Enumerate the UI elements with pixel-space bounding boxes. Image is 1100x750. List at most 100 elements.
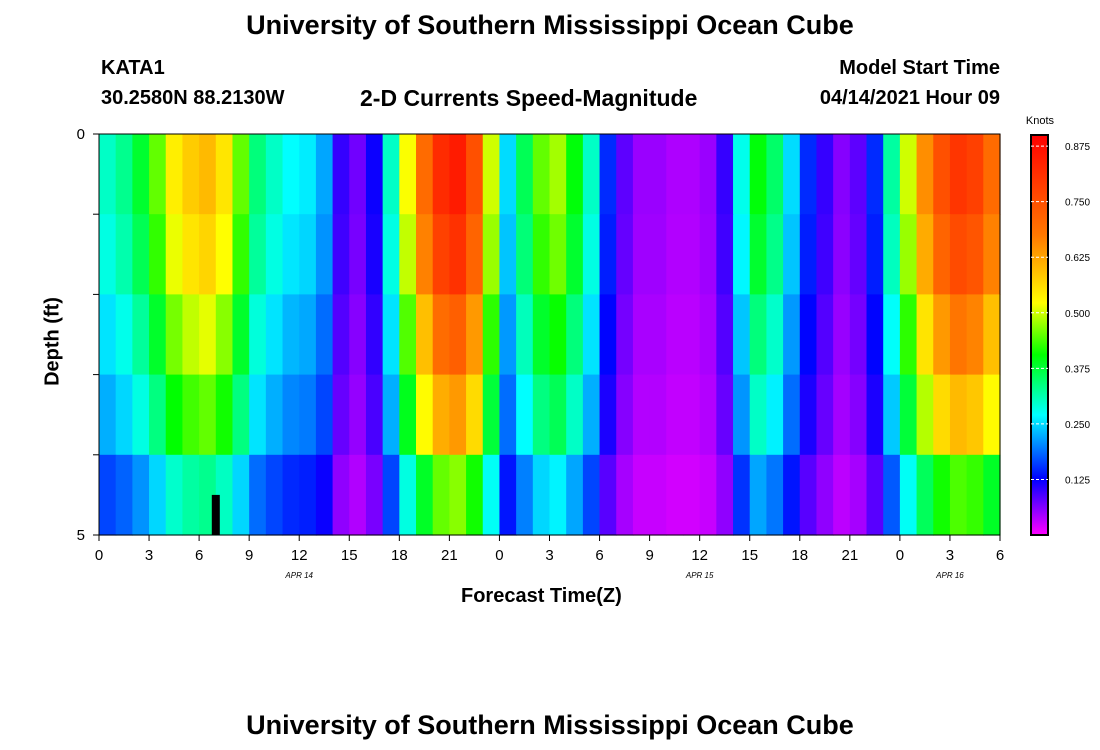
heatmap-cell: [632, 454, 651, 536]
x-tick-label: 9: [645, 547, 653, 564]
heatmap-cell: [699, 374, 717, 456]
heatmap-cell: [933, 134, 951, 215]
heatmap-cell: [399, 134, 417, 215]
heatmap-cell: [516, 134, 534, 215]
heatmap-cell: [265, 214, 284, 295]
x-tick-label: 0: [896, 547, 904, 564]
heatmap-cell: [182, 294, 200, 376]
heatmap-cell: [315, 454, 334, 536]
heatmap-cell: [799, 214, 818, 295]
heatmap-cell: [99, 374, 117, 456]
heatmap-cell: [899, 134, 918, 215]
heatmap-cell: [966, 214, 984, 295]
heatmap-cell: [699, 134, 717, 215]
heatmap-cell: [849, 214, 868, 295]
heatmap-cell: [282, 134, 300, 215]
heatmap-cell: [682, 134, 701, 215]
heatmap-cell: [532, 374, 551, 456]
heatmap-cell: [249, 134, 267, 215]
heatmap-cell: [416, 214, 434, 295]
heatmap-cell: [416, 294, 434, 376]
heatmap-cell: [566, 374, 584, 456]
heatmap-cell: [449, 214, 467, 295]
heatmap-cell: [349, 374, 367, 456]
colorbar-tick-label: 0.125: [1065, 475, 1090, 486]
heatmap-cell: [599, 374, 617, 456]
heatmap-cell: [599, 134, 617, 215]
x-axis: 0 3 6 9 12 15 18 21 0 3 6 9 12 15 18 21 0 3 6 APR 14 APR 15 A…: [95, 535, 1004, 580]
heatmap-cell: [399, 294, 417, 376]
heatmap-cell: [632, 134, 651, 215]
heatmap-cell: [883, 374, 901, 456]
heatmap-cell: [416, 454, 434, 536]
heatmap-cell: [249, 374, 267, 456]
x-tick-label: 6: [996, 547, 1004, 564]
heatmap-cell: [182, 374, 200, 456]
heatmap-cell: [866, 454, 884, 536]
heatmap-cell: [399, 374, 417, 456]
heatmap-cell: [899, 214, 918, 295]
heatmap-cell: [749, 374, 768, 456]
heatmap-cell: [499, 294, 517, 376]
colorbar-gradient: [1030, 134, 1049, 536]
heatmap-cell: [349, 134, 367, 215]
heatmap-cell: [165, 134, 184, 215]
heatmap-cell: [983, 454, 1001, 536]
heatmap-cell: [883, 134, 901, 215]
x-tick-label: 18: [391, 547, 408, 564]
heatmap-cell: [833, 454, 851, 536]
heatmap-cell: [432, 374, 450, 456]
heatmap-cell: [449, 374, 467, 456]
colorbar-label: Knots: [1026, 115, 1055, 127]
heatmap-cell: [599, 214, 617, 295]
heatmap-cell: [966, 374, 984, 456]
x-tick-label: 12: [291, 547, 308, 564]
heatmap-cell: [149, 294, 167, 376]
heatmap-cell: [582, 294, 601, 376]
heatmap-cell: [215, 454, 234, 536]
heatmap-cell: [933, 214, 951, 295]
heatmap-cell: [499, 214, 517, 295]
colorbar-tick-label: 0.875: [1065, 142, 1090, 153]
heatmap-cell: [549, 454, 567, 536]
heatmap-cell: [466, 454, 484, 536]
heatmap-cell: [699, 214, 717, 295]
heatmap-cell: [382, 294, 400, 376]
heatmap-cell: [466, 214, 484, 295]
heatmap-cell: [682, 374, 701, 456]
heatmap-cell: [666, 134, 684, 215]
station-coordinates: 30.2580N 88.2130W: [101, 87, 285, 109]
heatmap-cell: [866, 134, 884, 215]
y-tick-label: 5: [77, 527, 85, 544]
heatmap-cell: [399, 454, 417, 536]
heatmap-cell: [365, 214, 384, 295]
heatmap-cell: [566, 294, 584, 376]
heatmap-cell: [199, 134, 217, 215]
x-tick-label: 18: [791, 547, 808, 564]
heatmap-cell: [716, 214, 734, 295]
heatmap-cell: [899, 374, 918, 456]
heatmap-cell: [549, 294, 567, 376]
heatmap-cell: [432, 454, 450, 536]
heatmap-cell: [165, 294, 184, 376]
heatmap-cell: [582, 214, 601, 295]
x-tick-label: 6: [195, 547, 203, 564]
heatmap-cell: [666, 374, 684, 456]
colorbar-tick-label: 0.500: [1065, 309, 1090, 320]
heatmap-cell: [349, 454, 367, 536]
heatmap-cell: [632, 294, 651, 376]
heatmap-cell: [733, 374, 751, 456]
heatmap-cell: [682, 294, 701, 376]
heatmap-cell: [299, 214, 317, 295]
heatmap-cell: [799, 374, 818, 456]
heatmap-cell: [115, 134, 133, 215]
y-axis: 05: [77, 126, 99, 544]
heatmap-cell: [783, 214, 801, 295]
x-tick-label: 3: [145, 547, 153, 564]
heatmap-cell: [799, 454, 818, 536]
heatmap-cell: [532, 454, 551, 536]
heatmap-cell: [966, 294, 984, 376]
heatmap-cell: [582, 454, 601, 536]
heatmap-cell: [482, 454, 501, 536]
heatmap-cell: [816, 134, 834, 215]
